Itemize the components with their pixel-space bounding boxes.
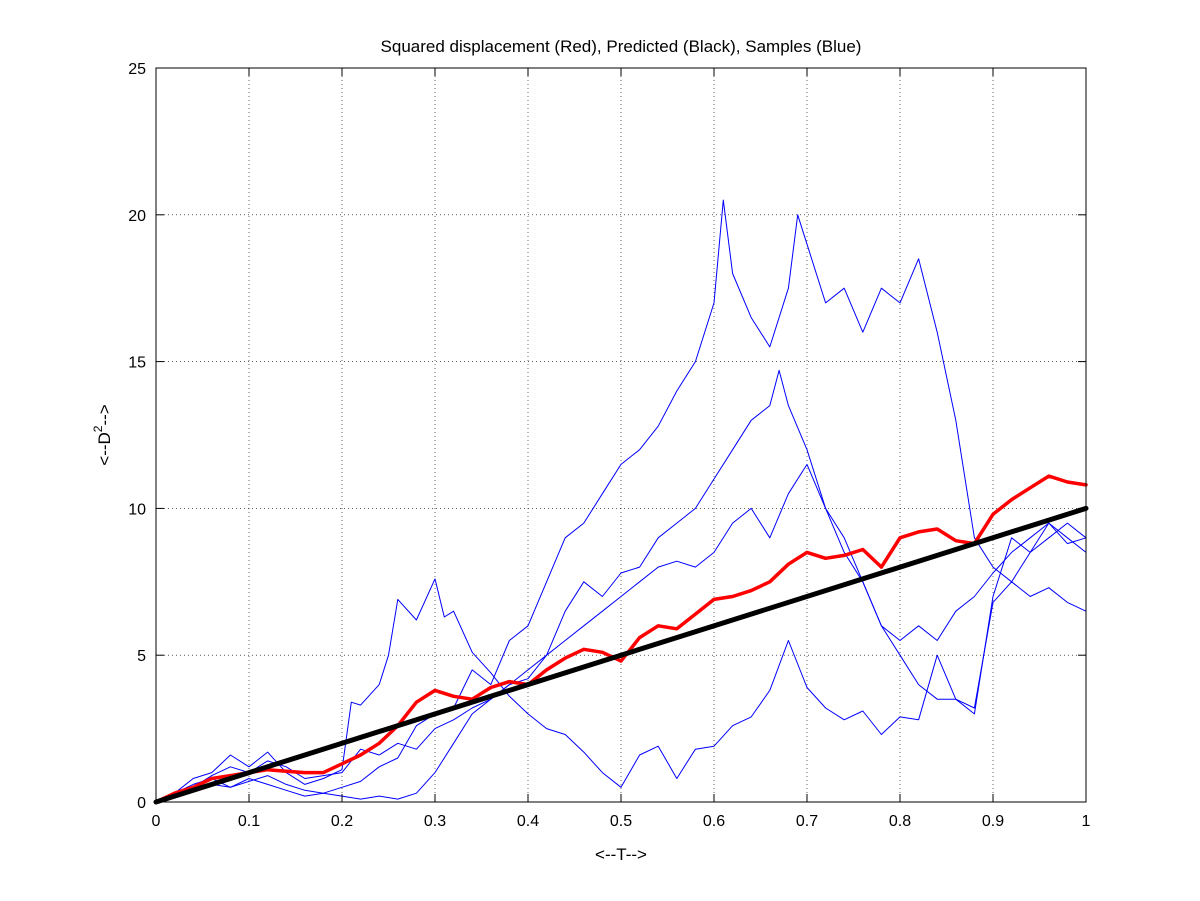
mean-series-line-4 <box>154 474 1088 804</box>
sample-series-line-3 <box>155 463 1087 803</box>
y-tick-label: 20 <box>128 208 146 225</box>
x-tick-label: 0.1 <box>238 813 260 830</box>
y-tick-label: 15 <box>128 355 146 372</box>
x-tick-label: 0.2 <box>331 813 353 830</box>
x-tick-label: 0.4 <box>517 813 539 830</box>
x-tick-label: 0.9 <box>982 813 1004 830</box>
y-axis-label-base: <--D <box>95 432 114 466</box>
y-tick-label: 5 <box>137 648 146 665</box>
x-tick-label: 0.5 <box>610 813 632 830</box>
y-axis-label-superscript: 2 <box>91 425 105 432</box>
x-tick-label: 0.7 <box>796 813 818 830</box>
sample-series-line-0 <box>155 578 1087 803</box>
y-tick-label: 10 <box>128 501 146 518</box>
y-axis-label: <--D2--> <box>91 404 114 466</box>
x-tick-label: 1 <box>1082 813 1091 830</box>
y-axis-label-tail: --> <box>95 404 114 425</box>
x-tick-label: 0.6 <box>703 813 725 830</box>
x-axis-label: <--T--> <box>595 845 647 864</box>
x-tick-label: 0.3 <box>424 813 446 830</box>
sample-series-line-2 <box>155 369 1087 803</box>
plot-series <box>153 199 1089 805</box>
x-tick-label: 0 <box>152 813 161 830</box>
sample-series-line-1 <box>155 199 1087 803</box>
y-tick-label: 25 <box>128 61 146 78</box>
x-tick-label: 0.8 <box>889 813 911 830</box>
chart-title: Squared displacement (Red), Predicted (B… <box>381 37 862 56</box>
y-tick-label: 0 <box>137 795 146 812</box>
predicted-series-line-5 <box>153 505 1089 805</box>
